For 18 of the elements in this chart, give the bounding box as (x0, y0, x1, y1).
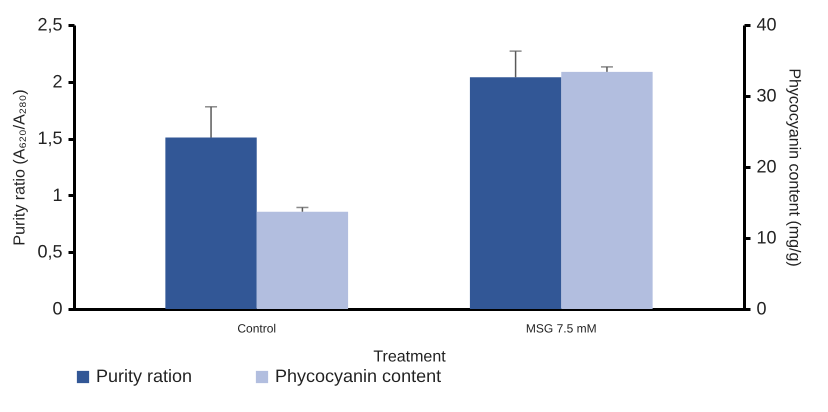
y2-tick-label: 0 (756, 298, 767, 318)
y-tick-label: 1,5 (37, 128, 62, 148)
y2-tick-label: 20 (756, 156, 777, 176)
y-axis-title: Purity ratio (A₆₂₀/A₂₈₀) (11, 89, 28, 246)
y2-tick-label: 10 (756, 228, 777, 248)
y-tick-label: 0,5 (37, 242, 62, 262)
x-tick-label: MSG 7.5 mM (526, 322, 597, 336)
x-axis-title: Treatment (373, 348, 446, 366)
legend-label: Purity ration (96, 366, 192, 386)
y2-tick-label: 30 (756, 86, 777, 106)
x-tick-label: Control (237, 322, 276, 336)
y2-axis-title: Phycocyanin content (mg/g) (786, 68, 803, 267)
y-tick-label: 2,5 (37, 14, 62, 34)
legend-label: Phycocyanin content (275, 366, 442, 386)
y-tick-label: 0 (52, 298, 62, 318)
y-tick-label: 1 (52, 184, 62, 205)
y-tick-label: 2 (52, 71, 62, 92)
y2-tick-label: 40 (756, 14, 777, 34)
